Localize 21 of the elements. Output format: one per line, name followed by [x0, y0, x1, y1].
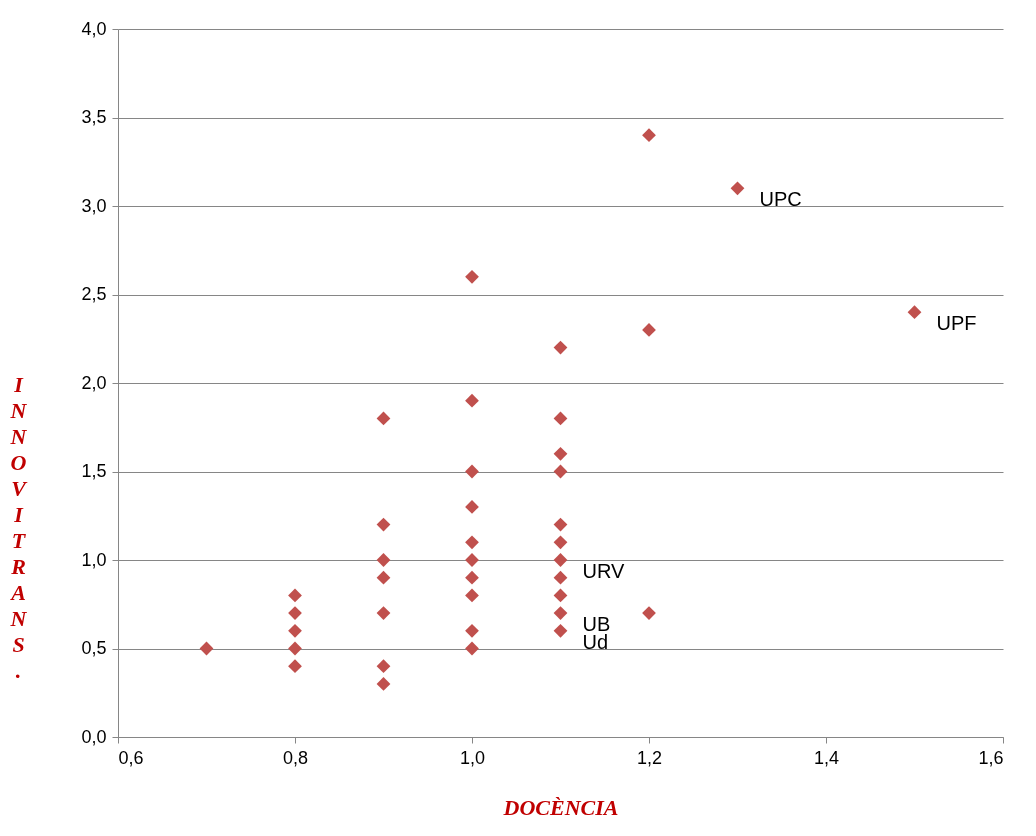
- y-tick-label: 0,5: [81, 638, 107, 658]
- y-tick-label: 0,0: [81, 726, 107, 747]
- text: INNOV I TRANS.: [10, 371, 27, 683]
- y-tick-label: 1,0: [81, 549, 107, 570]
- x-tick-label: 1,4: [813, 747, 840, 768]
- x-tick-label: 0,8: [282, 747, 309, 768]
- y-tick-label: 2,0: [81, 372, 107, 393]
- x-tick-label: 0,6: [118, 747, 144, 768]
- x-tick-label: 1,2: [636, 747, 663, 768]
- annotation: Ud: [582, 630, 609, 653]
- annotation: URV: [582, 560, 626, 582]
- x-tick-label: 1,0: [459, 747, 486, 768]
- annotation: UPC: [759, 188, 802, 211]
- x-axis-title: DOCÈNCIA: [502, 794, 619, 820]
- y-tick-label: 3,0: [81, 195, 107, 216]
- y-tick-label: 3,5: [81, 107, 107, 127]
- y-tick-label: 4,0: [81, 18, 107, 39]
- y-tick-label: 1,5: [81, 461, 107, 481]
- annotation: UPF: [936, 312, 977, 335]
- y-tick-label: 2,5: [81, 284, 107, 304]
- x-tick-label: 1,6: [978, 747, 1004, 768]
